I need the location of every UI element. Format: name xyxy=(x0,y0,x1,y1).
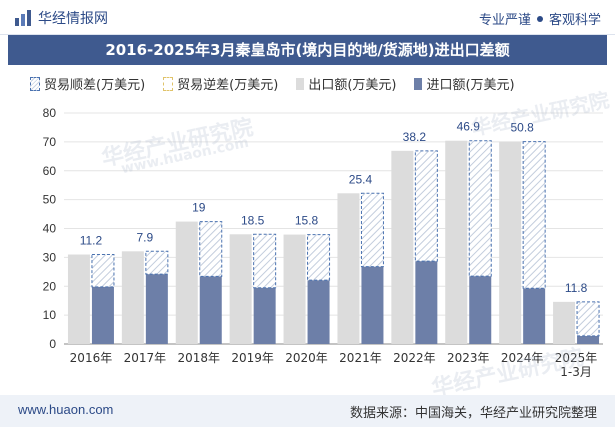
dot-separator-icon xyxy=(536,15,543,22)
surplus-bar xyxy=(253,233,277,289)
footer: www.huaon.com 数据来源：中国海关，华经产业研究院整理 xyxy=(0,395,615,427)
import-bar xyxy=(415,261,438,344)
export-bar xyxy=(175,221,198,344)
surplus-bar xyxy=(468,140,492,277)
tagline-left: 专业严谨 xyxy=(478,13,531,28)
surplus-bar xyxy=(522,141,546,289)
brand[interactable]: 华经情报网 xyxy=(14,8,108,28)
bar-chart: 0 10 20 30 40 50 60 70 80 11.2 2016年 7.9 2017年 19 2018… xyxy=(43,106,603,379)
surplus-data-label: 18.5 xyxy=(241,213,265,227)
export-bar xyxy=(445,140,468,344)
surplus-data-label: 25.4 xyxy=(349,172,373,186)
legend-item-export[interactable]: 出口额(万美元) xyxy=(296,74,396,93)
x-tick-label: 1-3月 xyxy=(560,365,592,379)
x-tick-label: 2017年 xyxy=(124,351,167,365)
y-tick-label: 50 xyxy=(43,193,57,207)
x-tick-label: 2022年 xyxy=(393,351,436,365)
export-bar xyxy=(499,141,522,344)
legend-swatch-export xyxy=(296,77,305,90)
y-tick-label: 10 xyxy=(43,308,57,322)
surplus-data-label: 46.9 xyxy=(457,120,481,134)
surplus-bar xyxy=(199,221,223,277)
surplus-data-label: 19 xyxy=(192,201,206,215)
import-bar xyxy=(523,288,546,344)
chart-title: 2016-2025年3月秦皇岛市(境内目的地/货源地)进出口差额 xyxy=(8,35,607,65)
surplus-data-label: 50.8 xyxy=(510,121,534,135)
y-tick-label: 80 xyxy=(43,106,57,120)
x-tick-label: 2018年 xyxy=(177,351,220,365)
y-tick-label: 0 xyxy=(49,337,56,351)
surplus-bar xyxy=(576,301,600,337)
y-tick-label: 30 xyxy=(43,250,57,264)
x-tick-label: 2019年 xyxy=(231,351,274,365)
y-tick-label: 70 xyxy=(43,135,57,149)
surplus-bar xyxy=(91,253,115,288)
legend-label-export: 出口额(万美元) xyxy=(308,78,397,93)
legend-swatch-deficit xyxy=(163,76,174,91)
import-bar xyxy=(145,274,168,344)
surplus-bar xyxy=(360,192,384,268)
footer-site-link[interactable]: www.huaon.com xyxy=(18,402,114,417)
export-bar xyxy=(121,251,144,344)
chart-legend: 贸易顺差(万美元) 贸易逆差(万美元) 出口额(万美元) 进口额(万美元) xyxy=(30,74,515,93)
import-bar xyxy=(577,335,600,344)
legend-item-import[interactable]: 进口额(万美元) xyxy=(414,74,515,93)
surplus-data-label: 7.9 xyxy=(137,230,154,244)
import-bar xyxy=(91,286,114,344)
legend-swatch-import xyxy=(414,77,423,90)
surplus-bar xyxy=(414,150,438,262)
x-tick-label: 2021年 xyxy=(339,351,382,365)
x-tick-label: 2023年 xyxy=(447,351,490,365)
export-bar xyxy=(283,234,306,344)
legend-label-import: 进口额(万美元) xyxy=(426,78,515,93)
legend-swatch-surplus xyxy=(30,76,40,91)
y-tick-label: 20 xyxy=(43,279,57,293)
x-tick-label: 2016年 xyxy=(70,351,113,365)
legend-item-deficit[interactable]: 贸易逆差(万美元) xyxy=(163,74,278,93)
surplus-data-label: 11.8 xyxy=(565,281,588,295)
brand-name: 华经情报网 xyxy=(38,11,108,27)
import-bar xyxy=(469,276,492,344)
surplus-data-label: 15.8 xyxy=(295,214,319,228)
y-tick-label: 40 xyxy=(43,222,57,236)
export-bar xyxy=(553,301,576,344)
export-bar xyxy=(67,254,90,344)
surplus-bar xyxy=(307,234,331,281)
x-tick-label: 2025年 xyxy=(555,351,598,365)
legend-label-deficit: 贸易逆差(万美元) xyxy=(177,78,279,93)
tagline: 专业严谨 客观科学 xyxy=(479,9,601,28)
import-bar xyxy=(199,276,222,344)
import-bar xyxy=(307,280,330,344)
legend-label-surplus: 贸易顺差(万美元) xyxy=(44,78,146,93)
surplus-data-label: 38.2 xyxy=(403,130,427,144)
surplus-bar xyxy=(145,250,169,275)
top-bar: 华经情报网 专业严谨 客观科学 xyxy=(0,0,615,35)
export-bar xyxy=(391,150,414,344)
x-tick-label: 2024年 xyxy=(501,351,544,365)
import-bar xyxy=(253,287,276,344)
y-tick-label: 60 xyxy=(43,164,57,178)
footer-source: 数据来源：中国海关，华经产业研究院整理 xyxy=(349,406,597,421)
brand-logo-icon xyxy=(15,10,31,26)
tagline-right: 客观科学 xyxy=(548,13,601,28)
export-bar xyxy=(337,193,360,344)
import-bar xyxy=(361,266,384,344)
export-bar xyxy=(229,234,252,344)
x-tick-label: 2020年 xyxy=(285,351,328,365)
surplus-data-label: 11.2 xyxy=(80,233,103,247)
legend-item-surplus[interactable]: 贸易顺差(万美元) xyxy=(30,74,145,93)
